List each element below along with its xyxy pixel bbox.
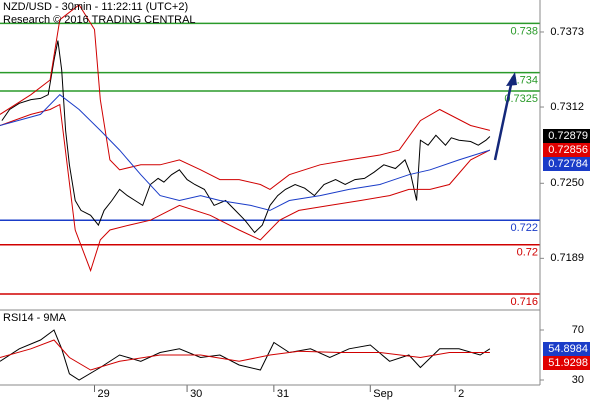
level-label: 0.722	[510, 222, 538, 234]
x-tick-label: 30	[190, 388, 202, 400]
series-line	[0, 329, 491, 381]
series-line	[0, 4, 491, 190]
series-line	[0, 103, 491, 273]
chart-subtitle: Research © 2016 TRADING CENTRAL	[3, 14, 196, 26]
x-tick-label: 2	[458, 388, 464, 400]
price-label: 0.72784	[548, 158, 588, 170]
y-tick-label: 0.7312	[550, 101, 584, 113]
forecast-arrow-head	[506, 72, 517, 86]
level-label: 0.716	[510, 296, 538, 308]
price-box	[543, 342, 590, 356]
level-label: 0.734	[510, 74, 538, 86]
forecast-arrow	[493, 79, 514, 161]
x-tick-label: 29	[98, 388, 110, 400]
price-box	[543, 356, 590, 370]
price-label: 51.9298	[548, 357, 588, 369]
y-tick-label: 70	[572, 324, 584, 336]
price-panel: 0.7373 0.7312 0.7250 0.7189 0.738 0.734 0.7325…	[0, 4, 590, 308]
y-tick-label: 0.7373	[550, 26, 584, 38]
price-label: 0.72879	[548, 130, 588, 142]
price-box	[543, 143, 590, 157]
chart-title: NZD/USD - 30min - 11:22:11 (UTC+2)	[3, 1, 188, 13]
series-line	[0, 94, 491, 211]
series-line	[1, 40, 491, 234]
x-tick-label: Sep	[373, 388, 393, 400]
rsi-panel: 70 30 54.8984 51.9298 29 30 31 Sep 2	[0, 324, 590, 400]
price-label: 54.8984	[548, 343, 588, 355]
price-label: 0.72856	[548, 144, 588, 156]
rsi-title: RSI14 - 9MA	[3, 312, 67, 324]
level-label: 0.72	[517, 247, 538, 259]
series-line	[0, 339, 490, 371]
x-tick-label: 31	[277, 388, 289, 400]
y-tick-label: 0.7189	[550, 252, 584, 264]
price-box	[543, 129, 590, 143]
y-tick-label: 30	[572, 374, 584, 386]
y-tick-label: 0.7250	[550, 177, 584, 189]
level-label: 0.738	[510, 25, 538, 37]
price-box	[543, 157, 590, 171]
level-label: 0.7325	[504, 93, 538, 105]
